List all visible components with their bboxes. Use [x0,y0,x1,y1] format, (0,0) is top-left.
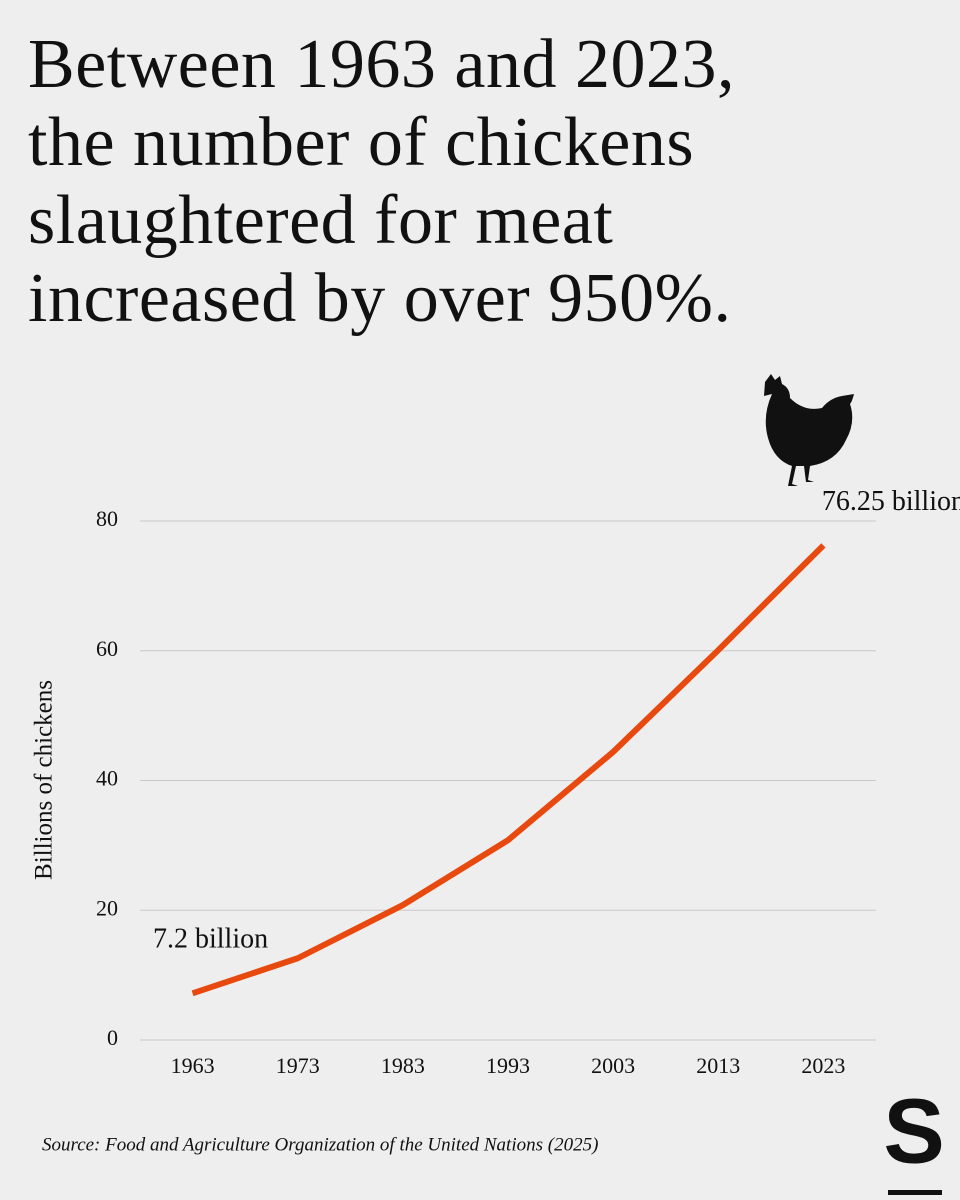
logo-bar [888,1190,942,1195]
logo: S [883,1080,944,1182]
y-tick-label: 20 [96,895,118,920]
x-tick-label: 1973 [276,1053,320,1078]
source: Source: Food and Agriculture Organizatio… [42,1134,598,1155]
chicken-icon [764,374,854,486]
x-tick-label: 2003 [591,1053,635,1078]
x-tick-label: 1983 [381,1053,425,1078]
x-tick-label: 2013 [696,1053,740,1078]
y-tick-label: 60 [96,636,118,661]
data-label: 7.2 billion [153,924,268,955]
x-tick-label: 1963 [171,1053,215,1078]
y-tick-label: 80 [96,506,118,531]
y-tick-label: 40 [96,766,118,791]
line [191,543,826,997]
data-label: 76.25 billion [822,486,960,517]
y-axis-label: Billions of chickens [31,680,58,880]
x-tick-label: 1993 [486,1053,530,1078]
x-tick-label: 2023 [801,1053,845,1078]
chart-title: Between 1963 and 2023, the number of chi… [28,26,735,337]
y-tick-label: 0 [107,1025,118,1050]
